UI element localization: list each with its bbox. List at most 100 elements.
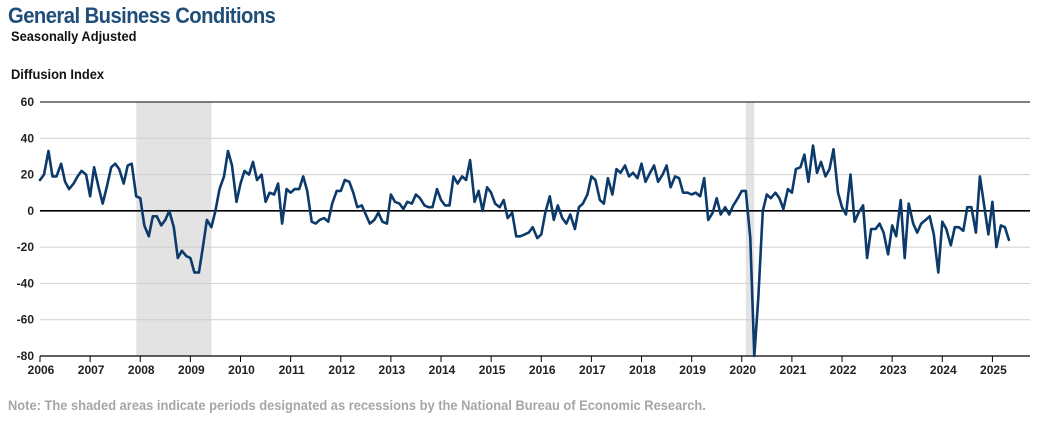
data-point: [966, 206, 969, 209]
data-point: [644, 180, 647, 183]
data-point: [511, 211, 514, 214]
data-point: [456, 182, 459, 185]
data-point: [761, 210, 764, 212]
x-tick-label: 2015: [479, 363, 506, 377]
data-point: [694, 191, 697, 194]
y-tick-label: 0: [27, 204, 34, 218]
data-point: [431, 206, 434, 209]
data-point: [343, 179, 346, 181]
data-point: [866, 257, 868, 259]
data-point: [97, 186, 100, 189]
x-tick-label: 2017: [579, 363, 606, 377]
data-point: [887, 253, 889, 256]
data-point: [599, 199, 601, 201]
data-point: [189, 257, 192, 259]
data-point: [469, 159, 471, 162]
data-point: [531, 226, 534, 229]
data-point: [832, 148, 835, 151]
data-point: [686, 191, 689, 194]
data-point: [415, 193, 417, 196]
data-point: [724, 206, 727, 209]
data-point: [899, 199, 902, 201]
data-point: [937, 271, 940, 274]
x-tick-label: 2019: [679, 363, 706, 377]
data-point: [949, 244, 952, 247]
data-point: [619, 171, 622, 174]
data-point: [193, 271, 196, 274]
data-point: [624, 164, 626, 167]
data-point: [181, 249, 183, 252]
data-point: [782, 208, 785, 210]
data-point: [920, 222, 923, 225]
data-point: [506, 217, 509, 220]
data-point: [135, 195, 138, 198]
data-point: [206, 219, 208, 221]
data-point: [164, 219, 167, 221]
data-point: [649, 171, 651, 174]
data-point: [285, 188, 288, 191]
data-point: [147, 235, 150, 238]
data-point: [60, 162, 62, 165]
data-point: [461, 175, 463, 178]
data-point: [248, 173, 250, 176]
data-point: [298, 188, 301, 191]
y-tick-label: -20: [17, 240, 35, 254]
data-point: [803, 153, 806, 156]
data-point: [406, 200, 409, 203]
data-point: [51, 175, 54, 178]
data-point: [983, 202, 985, 205]
data-point: [448, 204, 451, 207]
data-point: [373, 219, 376, 221]
data-point: [574, 228, 576, 230]
chart-title: General Business Conditions: [8, 3, 276, 28]
data-point: [519, 235, 522, 238]
data-point: [548, 195, 551, 198]
y-tick-labels: 60 40 20 0 -20 -40 -60 -80: [17, 95, 35, 363]
data-point: [264, 200, 267, 203]
x-tick-label: 2025: [980, 363, 1007, 377]
data-point: [853, 220, 856, 223]
data-point: [473, 200, 476, 203]
x-tick-label: 2012: [328, 363, 355, 377]
data-point: [975, 231, 977, 234]
data-point: [239, 182, 242, 185]
data-point: [323, 217, 326, 220]
data-point: [486, 186, 488, 189]
data-point: [945, 228, 948, 230]
data-point: [669, 186, 672, 189]
data-point: [490, 191, 492, 194]
data-point: [39, 179, 41, 181]
data-point: [611, 193, 614, 196]
data-point: [306, 190, 309, 192]
data-point: [172, 226, 175, 229]
y-tick-label: 20: [21, 168, 35, 182]
data-point: [523, 233, 526, 236]
data-point: [891, 224, 894, 227]
x-tick-label: 2024: [930, 363, 957, 377]
data-point: [502, 199, 505, 201]
data-point: [715, 197, 718, 200]
data-point: [1008, 239, 1010, 241]
data-point: [93, 166, 95, 169]
x-tick-label: 2023: [880, 363, 907, 377]
data-point: [302, 175, 305, 178]
data-point: [707, 219, 710, 221]
data-point: [314, 222, 317, 225]
data-point: [515, 235, 518, 238]
gridlines: [40, 101, 1030, 357]
data-point: [293, 188, 296, 191]
data-point: [281, 222, 283, 225]
data-point: [252, 161, 254, 163]
data-point: [907, 202, 910, 205]
x-tick-label: 2006: [28, 363, 55, 377]
data-point: [578, 206, 580, 209]
data-point: [586, 193, 589, 196]
data-point: [465, 179, 467, 181]
data-point: [812, 144, 814, 147]
data-point: [778, 197, 781, 200]
data-point: [640, 162, 643, 165]
data-point: [377, 211, 380, 214]
data-point: [440, 199, 442, 201]
y-axis-label: Diffusion Index: [11, 66, 105, 82]
data-point: [289, 191, 292, 194]
